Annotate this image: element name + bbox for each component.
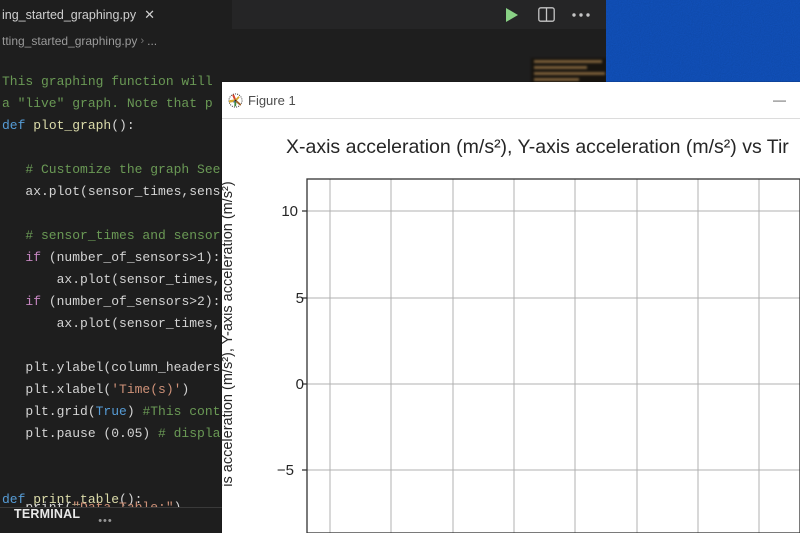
svg-text:0: 0	[296, 376, 304, 393]
svg-text:10: 10	[281, 203, 298, 220]
svg-text:5: 5	[296, 290, 304, 307]
svg-text:−5: −5	[277, 462, 294, 479]
